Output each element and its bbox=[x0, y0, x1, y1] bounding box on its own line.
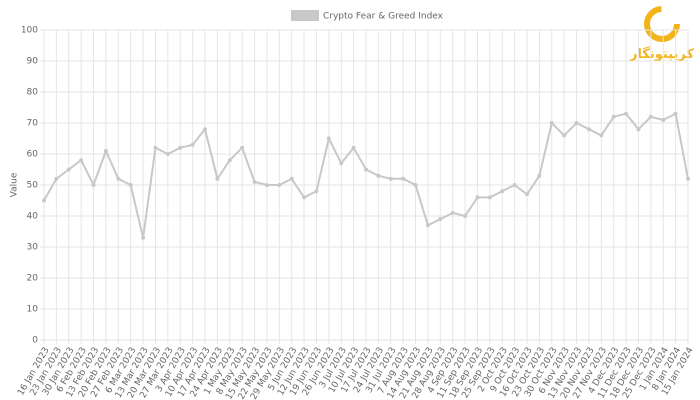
point bbox=[314, 189, 319, 194]
point bbox=[636, 127, 641, 132]
point bbox=[252, 179, 257, 184]
point bbox=[351, 145, 356, 150]
point bbox=[686, 176, 690, 181]
point bbox=[190, 142, 195, 147]
point bbox=[153, 145, 158, 150]
point bbox=[165, 152, 170, 156]
point bbox=[487, 195, 492, 200]
y-tick-label: 100 bbox=[21, 26, 38, 36]
point bbox=[549, 121, 554, 125]
point bbox=[227, 158, 232, 163]
y-axis-title: Value bbox=[10, 172, 20, 197]
y-tick-label: 30 bbox=[27, 243, 39, 253]
y-tick-label: 10 bbox=[27, 305, 39, 315]
point bbox=[512, 183, 517, 187]
y-tick-label: 90 bbox=[27, 57, 39, 67]
point bbox=[116, 176, 121, 181]
point bbox=[475, 195, 480, 200]
point bbox=[574, 121, 579, 125]
point bbox=[413, 183, 418, 187]
point bbox=[648, 114, 653, 119]
point bbox=[525, 192, 529, 197]
point bbox=[611, 114, 616, 119]
point bbox=[264, 183, 269, 187]
logo-mark bbox=[644, 6, 680, 42]
y-tick-label: 80 bbox=[27, 88, 39, 98]
point bbox=[141, 235, 146, 240]
point bbox=[289, 176, 294, 181]
legend-label[interactable]: Crypto Fear & Greed Index bbox=[323, 12, 444, 22]
point bbox=[425, 223, 430, 228]
point bbox=[240, 145, 245, 150]
y-tick-label: 40 bbox=[27, 212, 39, 222]
point bbox=[128, 183, 133, 187]
legend-swatch[interactable] bbox=[291, 10, 319, 21]
point bbox=[326, 136, 331, 141]
point bbox=[54, 176, 59, 181]
point bbox=[66, 167, 71, 172]
logo: کریپتونگار bbox=[629, 6, 695, 62]
y-tick-label: 0 bbox=[32, 336, 38, 346]
point bbox=[277, 183, 282, 187]
point bbox=[215, 176, 220, 181]
point bbox=[302, 195, 307, 200]
point bbox=[450, 210, 455, 215]
y-tick-label: 20 bbox=[27, 274, 39, 284]
point bbox=[599, 133, 604, 138]
logo-text: کریپتونگار bbox=[629, 46, 695, 62]
point bbox=[178, 145, 183, 150]
y-tick-label: 60 bbox=[27, 150, 39, 160]
point bbox=[103, 148, 108, 153]
point bbox=[537, 173, 542, 178]
point bbox=[376, 173, 381, 178]
point bbox=[500, 189, 505, 194]
point bbox=[673, 111, 678, 116]
point bbox=[79, 158, 84, 163]
point bbox=[91, 183, 96, 187]
y-tick-label: 50 bbox=[27, 181, 39, 191]
point bbox=[438, 217, 443, 222]
point bbox=[624, 111, 629, 116]
point bbox=[401, 176, 406, 181]
point bbox=[364, 167, 368, 172]
point bbox=[339, 161, 344, 166]
point bbox=[388, 176, 393, 181]
point bbox=[42, 198, 46, 203]
point bbox=[562, 133, 567, 138]
point bbox=[661, 117, 666, 122]
y-tick-label: 70 bbox=[27, 119, 39, 129]
point bbox=[463, 214, 468, 218]
point bbox=[586, 127, 591, 132]
point bbox=[203, 127, 207, 132]
